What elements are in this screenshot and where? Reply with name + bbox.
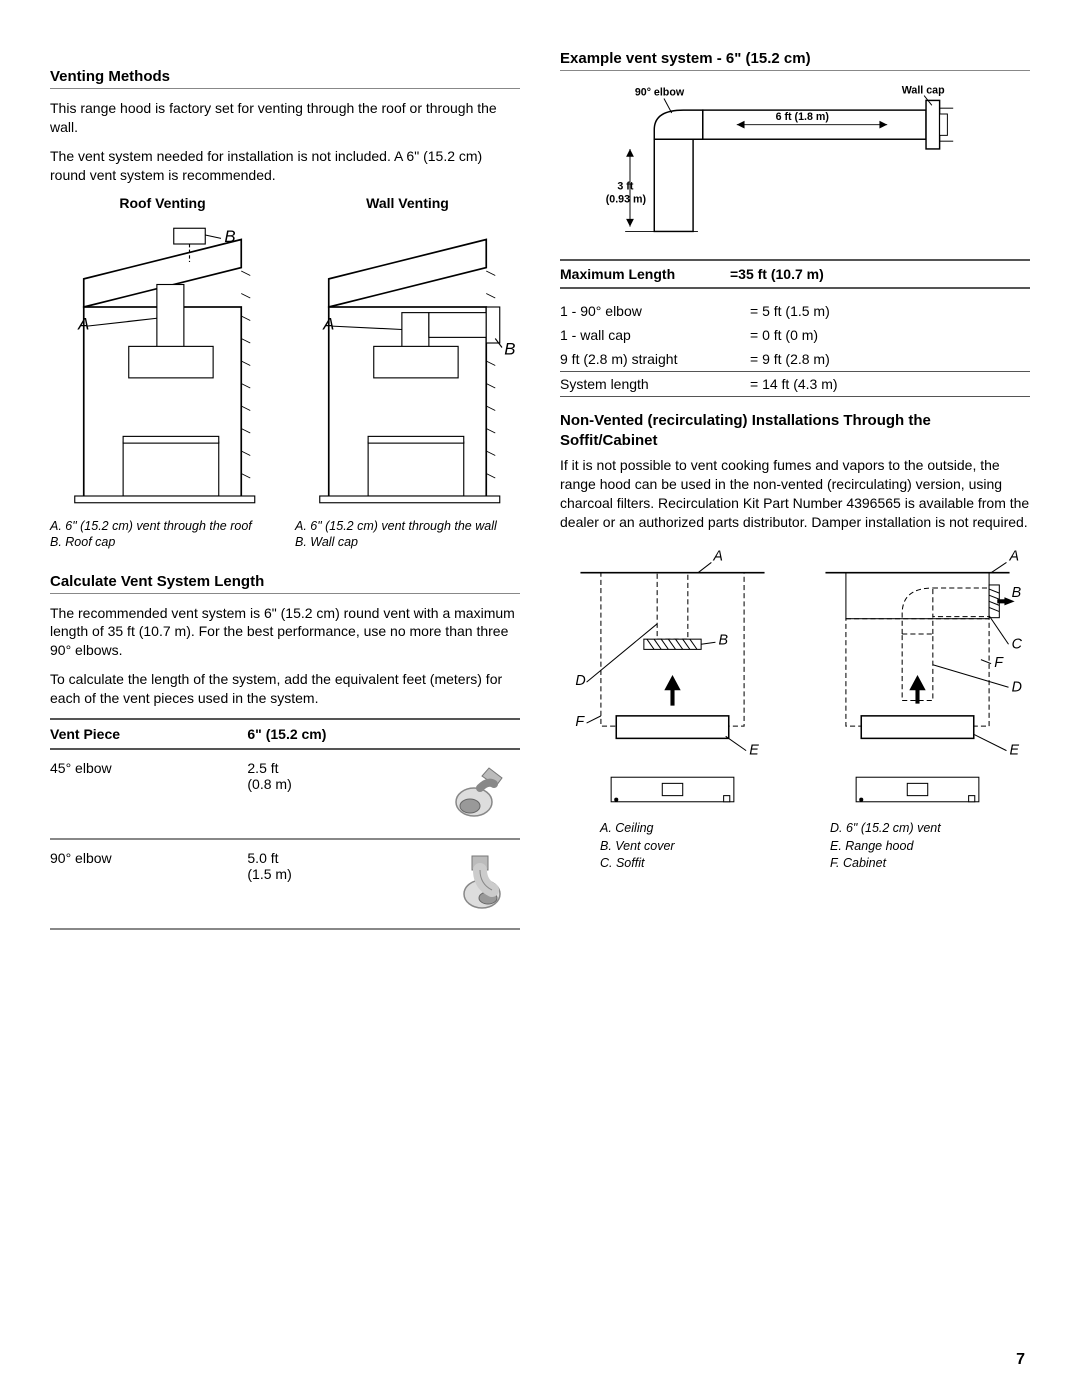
lbl-vlen2: (0.93 m): [606, 193, 647, 205]
nonvented-diagram-1: A B D F E: [560, 542, 785, 808]
svg-text:C: C: [1012, 636, 1023, 652]
svg-text:E: E: [1010, 742, 1020, 758]
ded-r3-item: System length: [560, 372, 750, 397]
ded-r1-item: 1 - wall cap: [560, 323, 750, 347]
svg-text:B: B: [504, 339, 515, 358]
legend-a: A. Ceiling: [600, 820, 800, 838]
nonvented-diagram-2: A B C D E F: [805, 542, 1030, 808]
vent-piece-table: Vent Piece 6" (15.2 cm) 45° elbow 2.5 ft…: [50, 718, 520, 930]
ded-r0-item: 1 - 90° elbow: [560, 299, 750, 323]
roof-venting-diagram: A B: [50, 217, 275, 510]
wall-venting-diagram: A B: [295, 217, 520, 510]
vent-piece-90: 90° elbow: [50, 839, 247, 929]
svg-text:B: B: [1012, 585, 1022, 601]
max-length-row: Maximum Length =35 ft (10.7 m): [560, 259, 1030, 289]
maxlen-value: =35 ft (10.7 m): [730, 266, 824, 282]
vent-row-45: 45° elbow 2.5 ft (0.8 m): [50, 749, 520, 839]
svg-text:B: B: [719, 632, 729, 648]
svg-text:B: B: [224, 226, 235, 245]
vent-val-90b: (1.5 m): [247, 866, 291, 882]
legend-b: B. Vent cover: [600, 838, 800, 856]
svg-text:D: D: [1012, 679, 1022, 695]
deduction-table: 1 - 90° elbow = 5 ft (1.5 m) 1 - wall ca…: [560, 299, 1030, 397]
svg-text:D: D: [575, 673, 585, 689]
wall-heading: Wall Venting: [295, 195, 520, 211]
roof-caption-a: A. 6" (15.2 cm) vent through the roof: [50, 518, 275, 534]
nonvented-para: If it is not possible to vent cooking fu…: [560, 456, 1030, 532]
heading-venting-methods: Venting Methods: [50, 68, 520, 89]
lbl-hlen: 6 ft (1.8 m): [776, 111, 830, 123]
vent-val-90a: 5.0 ft: [247, 850, 278, 866]
wall-caption-b: B. Wall cap: [295, 534, 520, 550]
legend-c: C. Soffit: [600, 855, 800, 873]
roof-heading: Roof Venting: [50, 195, 275, 211]
right-column: Example vent system - 6" (15.2 cm) 90° e…: [560, 50, 1030, 930]
elbow-45-icon: [444, 760, 514, 825]
calc-para-2: To calculate the length of the system, a…: [50, 670, 520, 708]
roof-venting-block: Roof Venting: [50, 195, 275, 551]
heading-calculate: Calculate Vent System Length: [50, 573, 520, 594]
svg-text:A: A: [1009, 548, 1020, 564]
legend-f: F. Cabinet: [830, 855, 1030, 873]
vent-val-45a: 2.5 ft: [247, 760, 278, 776]
vent-row-90: 90° elbow 5.0 ft (1.5 m): [50, 839, 520, 929]
roof-caption-b: B. Roof cap: [50, 534, 275, 550]
heading-example: Example vent system - 6" (15.2 cm): [560, 50, 1030, 71]
svg-text:F: F: [575, 714, 585, 730]
ded-r2-val: = 9 ft (2.8 m): [750, 347, 1030, 372]
lbl-wallcap: Wall cap: [902, 85, 945, 97]
venting-subcolumns: Roof Venting: [50, 195, 520, 551]
left-column: Venting Methods This range hood is facto…: [50, 50, 520, 930]
ded-r1-val: = 0 ft (0 m): [750, 323, 1030, 347]
vent-col-piece: Vent Piece: [50, 719, 247, 749]
para-venting-2: The vent system needed for installation …: [50, 147, 520, 185]
vent-piece-45: 45° elbow: [50, 749, 247, 839]
page-columns: Venting Methods This range hood is facto…: [50, 50, 1030, 930]
ded-r0-val: = 5 ft (1.5 m): [750, 299, 1030, 323]
lbl-vlen1: 3 ft: [617, 181, 633, 193]
maxlen-label: Maximum Length: [560, 266, 730, 282]
lbl-90elbow: 90° elbow: [635, 87, 685, 99]
svg-text:A: A: [712, 548, 723, 564]
svg-text:A: A: [77, 314, 89, 333]
wall-caption: A. 6" (15.2 cm) vent through the wall B.…: [295, 518, 520, 551]
legend-e: E. Range hood: [830, 838, 1030, 856]
page-number: 7: [1016, 1351, 1025, 1369]
nonvented-legend: A. Ceiling B. Vent cover C. Soffit D. 6"…: [560, 820, 1030, 873]
calc-para-1: The recommended vent system is 6" (15.2 …: [50, 604, 520, 661]
roof-caption: A. 6" (15.2 cm) vent through the roof B.…: [50, 518, 275, 551]
nonvented-diagrams: A B D F E: [560, 542, 1030, 811]
ded-r2-item: 9 ft (2.8 m) straight: [560, 347, 750, 372]
svg-text:F: F: [994, 654, 1004, 670]
ded-r3-val: = 14 ft (4.3 m): [750, 372, 1030, 397]
vent-col-size: 6" (15.2 cm): [247, 719, 388, 749]
elbow-90-icon: [444, 850, 514, 915]
heading-nonvented: Non-Vented (recirculating) Installations…: [560, 411, 1030, 450]
vent-val-45b: (0.8 m): [247, 776, 291, 792]
wall-caption-a: A. 6" (15.2 cm) vent through the wall: [295, 518, 520, 534]
example-vent-diagram: 90° elbow Wall cap 6 ft (1.8 m) 3 ft (0.…: [560, 81, 1030, 246]
para-venting-1: This range hood is factory set for venti…: [50, 99, 520, 137]
wall-venting-block: Wall Venting: [295, 195, 520, 551]
legend-d: D. 6" (15.2 cm) vent: [830, 820, 1030, 838]
svg-text:E: E: [749, 742, 759, 758]
svg-text:A: A: [322, 314, 334, 333]
